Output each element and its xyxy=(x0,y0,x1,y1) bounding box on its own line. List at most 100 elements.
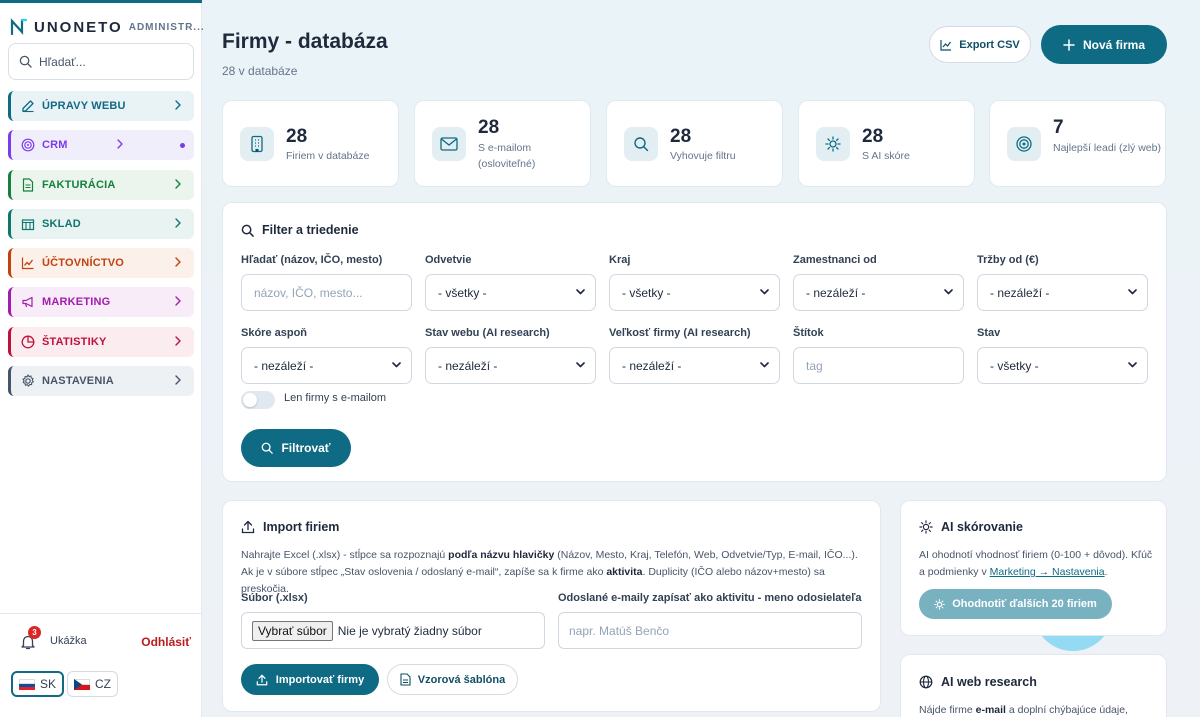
filter-select[interactable]: - nezáleží - xyxy=(609,347,780,384)
filter-label: Zamestnanci od xyxy=(793,254,877,266)
lang-sk-button[interactable]: SK xyxy=(11,671,65,697)
filter-text-input[interactable]: názov, IČO, mesto... xyxy=(241,274,412,311)
choose-file-button[interactable]: Vybrať súbor xyxy=(252,620,333,641)
logo[interactable]: UNONETO ADMINISTR... xyxy=(10,17,205,37)
filter-select[interactable]: - nezáleží - xyxy=(793,274,964,311)
sidebar-item-nastavenia[interactable]: NASTAVENIA xyxy=(8,366,194,397)
sidebar-nav: ÚPRAVY WEBU CRM FAKTURÁCIA SKLAD ÚČTOVNÍCTVO… xyxy=(8,91,194,405)
sk-flag-icon xyxy=(19,678,35,690)
sidebar-item-štatistiky[interactable]: ŠTATISTIKY xyxy=(8,326,194,357)
filter-select[interactable]: - nezáleží - xyxy=(241,347,412,384)
ai-scoring-card: AI skórovanie AI ohodnotí vhodnosť firie… xyxy=(900,500,1167,636)
sender-label: Odoslané e-maily zapísať ako aktivitu - … xyxy=(558,592,862,604)
stat-label: S e-mailom (osloviteľné) xyxy=(478,142,536,170)
filter-value: - nezáleží - xyxy=(254,358,314,373)
chevron-right-icon xyxy=(175,336,181,346)
sidebar-item-label: CRM xyxy=(42,139,68,152)
score-more-label: Ohodnotiť ďalších 20 firiem xyxy=(952,598,1097,610)
stat-card-with-email: 28 S e-mailom (osloviteľné) xyxy=(414,100,591,187)
new-company-button[interactable]: Nová firma xyxy=(1041,25,1167,64)
filter-label: Veľkosť firmy (AI research) xyxy=(609,327,751,339)
sun-icon xyxy=(816,127,850,161)
filter-value: názov, IČO, mesto... xyxy=(254,285,363,300)
chevron-right-icon xyxy=(117,139,123,149)
filter-title-text: Filter a triedenie xyxy=(262,223,359,237)
filter-button[interactable]: Filtrovať xyxy=(241,429,351,467)
globe-icon xyxy=(919,675,933,689)
filter-value: - nezáleží - xyxy=(806,285,866,300)
document-icon xyxy=(21,177,35,192)
import-desc-bold: aktivita xyxy=(606,566,643,578)
target-icon xyxy=(1007,127,1041,161)
import-desc-part: (Názov, Mesto, Kraj, Telefón, Web, Odvet… xyxy=(241,549,858,578)
sidebar-item-marketing[interactable]: MARKETING xyxy=(8,287,194,318)
warehouse-icon xyxy=(21,217,35,231)
file-input[interactable]: Vybrať súbor Nie je vybratý žiadny súbor xyxy=(241,612,545,649)
search-icon xyxy=(262,442,274,454)
email-only-toggle[interactable] xyxy=(241,391,275,409)
top-accent-bar xyxy=(0,0,202,3)
sidebar-item-crm[interactable]: CRM xyxy=(8,130,194,161)
pie-chart-icon xyxy=(21,335,35,349)
import-desc-part: Nahrajte Excel (.xlsx) - stĺpce sa rozpo… xyxy=(241,549,449,561)
lang-cz-button[interactable]: CZ xyxy=(67,671,118,697)
new-company-label: Nová firma xyxy=(1082,37,1146,52)
ai-web-title: AI web research xyxy=(919,675,1037,689)
sidebar-search xyxy=(8,43,194,80)
import-title-text: Import firiem xyxy=(263,520,340,534)
main-content: Firmy - databáza 28 v databáze Export CS… xyxy=(203,0,1200,717)
stat-card-ai-score: 28 S AI skóre xyxy=(798,100,975,187)
page-subtitle: 28 v databáze xyxy=(222,64,298,78)
sender-input[interactable]: napr. Matúš Benčo xyxy=(558,612,862,649)
sidebar-item-účtovníctvo[interactable]: ÚČTOVNÍCTVO xyxy=(8,248,194,279)
import-companies-button[interactable]: Importovať firmy xyxy=(241,664,379,695)
score-more-button[interactable]: Ohodnotiť ďalších 20 firiem xyxy=(919,589,1112,619)
search-icon xyxy=(624,127,658,161)
filter-label: Stav xyxy=(977,327,1001,339)
sidebar-item-label: MARKETING xyxy=(42,296,111,309)
sidebar-item-label: ŠTATISTIKY xyxy=(42,335,107,348)
filter-label: Štítok xyxy=(793,327,824,339)
stat-card-best-leads: 7 Najlepší leadi (zlý web) xyxy=(989,100,1166,187)
chevron-right-icon xyxy=(175,257,181,267)
filter-label: Tržby od (€) xyxy=(977,254,1039,266)
email-only-label: Len firmy s e-mailom xyxy=(284,392,387,404)
logout-link[interactable]: Odhlásiť xyxy=(141,635,191,649)
user-name: Ukážka xyxy=(50,635,87,647)
sidebar-item-sklad[interactable]: SKLAD xyxy=(8,208,194,239)
template-button[interactable]: Vzorová šablóna xyxy=(387,664,518,695)
marketing-settings-link[interactable]: Marketing → Nastavenia xyxy=(989,566,1105,578)
filter-select[interactable]: - nezáleží - xyxy=(977,274,1148,311)
export-csv-label: Export CSV xyxy=(959,38,1020,51)
import-description: Nahrajte Excel (.xlsx) - stĺpce sa rozpo… xyxy=(241,547,867,598)
export-csv-button[interactable]: Export CSV xyxy=(929,26,1031,63)
sidebar-search-input[interactable] xyxy=(39,54,179,69)
chevron-down-icon xyxy=(1128,289,1137,295)
chevron-right-icon xyxy=(175,178,181,189)
filter-value: - všetky - xyxy=(622,285,671,300)
megaphone-icon xyxy=(21,295,35,309)
filter-select[interactable]: - nezáleží - xyxy=(425,347,596,384)
ai-scoring-title-text: AI skórovanie xyxy=(941,520,1023,534)
file-label: Súbor (.xlsx) xyxy=(241,592,308,604)
filter-select[interactable]: - všetky - xyxy=(977,347,1148,384)
stat-label: Najlepší leadi (zlý web) xyxy=(1053,142,1161,154)
building-icon xyxy=(240,127,274,161)
filter-select[interactable]: - všetky - xyxy=(609,274,780,311)
sidebar-item-label: NASTAVENIA xyxy=(42,375,114,388)
filter-card-title: Filter a triedenie xyxy=(241,223,359,237)
logo-icon xyxy=(10,18,28,36)
stat-value: 28 xyxy=(478,117,500,138)
sidebar-item-úpravy-webu[interactable]: ÚPRAVY WEBU xyxy=(8,91,194,121)
sidebar-item-label: SKLAD xyxy=(42,217,81,230)
sidebar-item-fakturácia[interactable]: FAKTURÁCIA xyxy=(8,169,194,200)
stat-card-filter-match: 28 Vyhovuje filtru xyxy=(606,100,783,187)
chevron-down-icon xyxy=(760,362,769,368)
filter-select[interactable]: - všetky - xyxy=(425,274,596,311)
filter-value: - všetky - xyxy=(990,358,1039,373)
filter-text-input[interactable]: tag xyxy=(793,347,964,384)
stat-label: S AI skóre xyxy=(862,150,910,162)
upload-icon xyxy=(256,674,268,685)
sun-icon xyxy=(919,520,933,534)
import-desc-part: . Duplicity (IČO alebo názov+mesto) sa p… xyxy=(241,566,825,595)
